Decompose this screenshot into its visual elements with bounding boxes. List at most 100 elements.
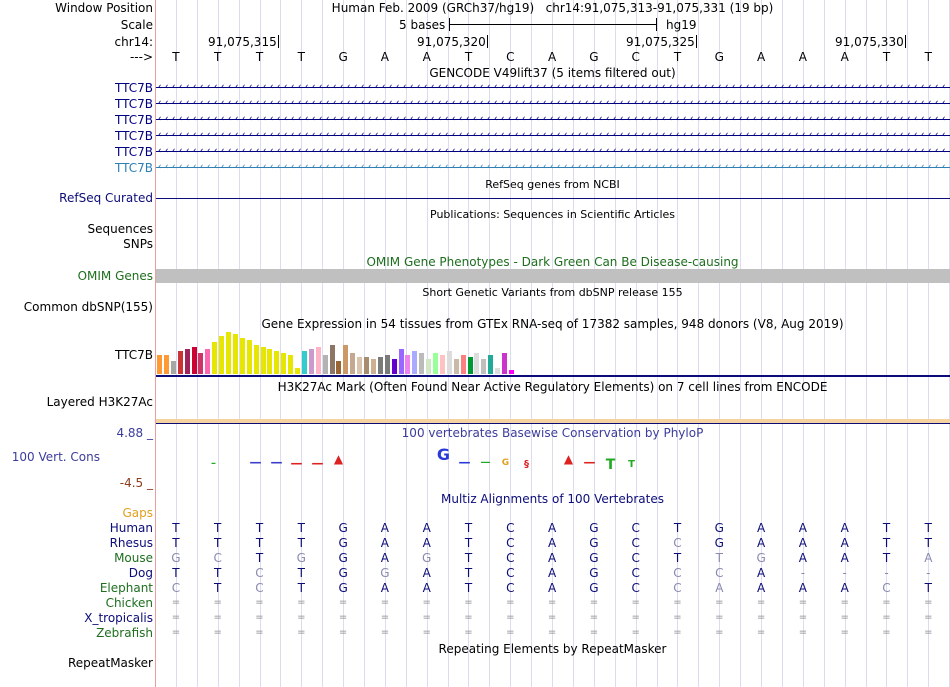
publications-track-title[interactable]: Publications: Sequences in Scientific Ar… <box>430 208 675 221</box>
species-label-chicken[interactable]: Chicken <box>105 596 153 610</box>
scale-label[interactable]: Scale <box>120 18 153 32</box>
layered-h3k27ac-label[interactable]: Layered H3K27Ac <box>46 395 153 409</box>
gtex-tissue-bar[interactable] <box>192 347 197 374</box>
gtex-gene-label[interactable]: TTC7B <box>115 348 153 362</box>
gtex-tissue-bar[interactable] <box>364 357 369 374</box>
chrom-label[interactable]: chr14: <box>114 35 153 49</box>
gtex-tissue-bar[interactable] <box>323 355 328 374</box>
common-dbsnp-label[interactable]: Common dbSNP(155) <box>23 300 153 314</box>
refseq-track-title[interactable]: RefSeq genes from NCBI <box>485 178 620 191</box>
gtex-tissue-bar[interactable] <box>509 370 514 374</box>
gaps-label[interactable]: Gaps <box>122 506 153 520</box>
phylop-track-title[interactable]: 100 vertebrates Basewise Conservation by… <box>401 426 704 440</box>
omim-track-title[interactable]: OMIM Gene Phenotypes - Dark Green Can Be… <box>366 255 739 269</box>
species-label-zebrafish[interactable]: Zebrafish <box>96 626 153 640</box>
gtex-tissue-bar[interactable] <box>281 353 286 374</box>
omim-genes-label[interactable]: OMIM Genes <box>77 269 153 283</box>
gencode-gene-line[interactable] <box>156 151 950 152</box>
gtex-tissue-bar[interactable] <box>419 353 424 374</box>
gtex-tissue-bar[interactable] <box>226 332 231 374</box>
gtex-tissue-bar[interactable] <box>288 355 293 374</box>
gtex-tissue-bar[interactable] <box>171 361 176 374</box>
h3k27ac-signal-band[interactable] <box>156 419 950 423</box>
gtex-tissue-bar[interactable] <box>440 355 445 374</box>
gtex-tissue-bar[interactable] <box>212 342 217 374</box>
gtex-tissue-bar[interactable] <box>371 359 376 374</box>
gtex-tissue-bar[interactable] <box>378 357 383 374</box>
gtex-tissue-bar[interactable] <box>295 368 300 374</box>
gtex-tissue-bar[interactable] <box>481 359 486 374</box>
gtex-tissue-bar[interactable] <box>157 355 162 374</box>
gtex-tissue-bar[interactable] <box>385 355 390 374</box>
gtex-tissue-bar[interactable] <box>433 353 438 374</box>
gtex-tissue-bar[interactable] <box>330 345 335 374</box>
species-label-x_tropicalis[interactable]: X_tropicalis <box>84 611 153 625</box>
snps-label[interactable]: SNPs <box>123 237 153 251</box>
gtex-tissue-bar[interactable] <box>412 351 417 374</box>
gtex-tissue-bar[interactable] <box>205 349 210 374</box>
gencode-gene-line[interactable] <box>156 135 950 136</box>
h3k27ac-track-title[interactable]: H3K27Ac Mark (Often Found Near Active Re… <box>277 380 828 394</box>
gencode-gene-label[interactable]: TTC7B <box>115 129 153 143</box>
gtex-tissue-bar[interactable] <box>316 347 321 374</box>
gtex-tissue-bar[interactable] <box>502 353 507 374</box>
gtex-tissue-bar[interactable] <box>164 355 169 374</box>
gencode-gene-label[interactable]: TTC7B <box>115 161 153 175</box>
gtex-tissue-bar[interactable] <box>219 336 224 374</box>
species-label-dog[interactable]: Dog <box>128 566 153 580</box>
gencode-gene-label[interactable]: TTC7B <box>115 97 153 111</box>
gtex-tissue-bar[interactable] <box>240 338 245 374</box>
gtex-tissue-bar[interactable] <box>302 351 307 374</box>
gtex-tissue-bar[interactable] <box>454 359 459 374</box>
gencode-gene-line[interactable] <box>156 103 950 104</box>
repeatmasker-track-title[interactable]: Repeating Elements by RepeatMasker <box>438 642 667 656</box>
gtex-tissue-bar[interactable] <box>392 359 397 374</box>
vert-cons-label[interactable]: 100 Vert. Cons <box>11 450 100 464</box>
gtex-tissue-bar[interactable] <box>350 353 355 374</box>
gtex-tissue-bar[interactable] <box>261 347 266 374</box>
gtex-tissue-bar[interactable] <box>468 357 473 374</box>
gtex-tissue-bar[interactable] <box>309 349 314 374</box>
gtex-tissue-bar[interactable] <box>405 355 410 374</box>
species-label-rhesus[interactable]: Rhesus <box>109 536 153 550</box>
gtex-tissue-bar[interactable] <box>267 349 272 374</box>
gtex-tissue-bar[interactable] <box>336 361 341 374</box>
strand-label[interactable]: ---> <box>129 50 153 64</box>
gencode-gene-label[interactable]: TTC7B <box>115 145 153 159</box>
gtex-tissue-bar[interactable] <box>185 349 190 374</box>
gtex-tissue-bar[interactable] <box>495 368 500 374</box>
gtex-tissue-bar[interactable] <box>343 345 348 374</box>
species-label-elephant[interactable]: Elephant <box>99 581 153 595</box>
gtex-tissue-bar[interactable] <box>254 345 259 374</box>
gtex-tissue-bar[interactable] <box>233 334 238 374</box>
gtex-tissue-bar[interactable] <box>274 351 279 374</box>
gtex-tissue-bar[interactable] <box>474 353 479 374</box>
gencode-gene-line[interactable] <box>156 119 950 120</box>
repeatmasker-label[interactable]: RepeatMasker <box>67 656 153 670</box>
gtex-tissue-bar[interactable] <box>447 351 452 374</box>
omim-gene-bar[interactable] <box>156 269 950 283</box>
dbsnp-track-title[interactable]: Short Genetic Variants from dbSNP releas… <box>422 286 683 299</box>
gencode-track-title[interactable]: GENCODE V49lift37 (5 items filtered out) <box>429 66 676 80</box>
gencode-gene-label[interactable]: TTC7B <box>115 81 153 95</box>
gtex-tissue-bar[interactable] <box>198 353 203 374</box>
gtex-track-title[interactable]: Gene Expression in 54 tissues from GTEx … <box>261 317 844 331</box>
gencode-gene-line[interactable] <box>156 167 950 168</box>
multiz-track-title[interactable]: Multiz Alignments of 100 Vertebrates <box>440 492 665 506</box>
gtex-tissue-bar[interactable] <box>247 340 252 374</box>
species-label-human[interactable]: Human <box>109 521 153 535</box>
gencode-gene-line[interactable] <box>156 87 950 88</box>
gtex-tissue-bar[interactable] <box>488 355 493 374</box>
window-position-label[interactable]: Window Position <box>55 1 153 15</box>
gencode-gene-label[interactable]: TTC7B <box>115 113 153 127</box>
gtex-tissue-bar[interactable] <box>399 349 404 374</box>
gtex-tissue-bar[interactable] <box>357 357 362 374</box>
sequences-label[interactable]: Sequences <box>87 222 153 236</box>
refseq-gene-line[interactable] <box>156 198 950 199</box>
species-label-mouse[interactable]: Mouse <box>114 551 153 565</box>
gtex-tissue-bar[interactable] <box>461 355 466 374</box>
refseq-curated-label[interactable]: RefSeq Curated <box>59 191 153 205</box>
gtex-tissue-bar[interactable] <box>426 359 431 374</box>
gtex-tissue-bar[interactable] <box>178 351 183 374</box>
